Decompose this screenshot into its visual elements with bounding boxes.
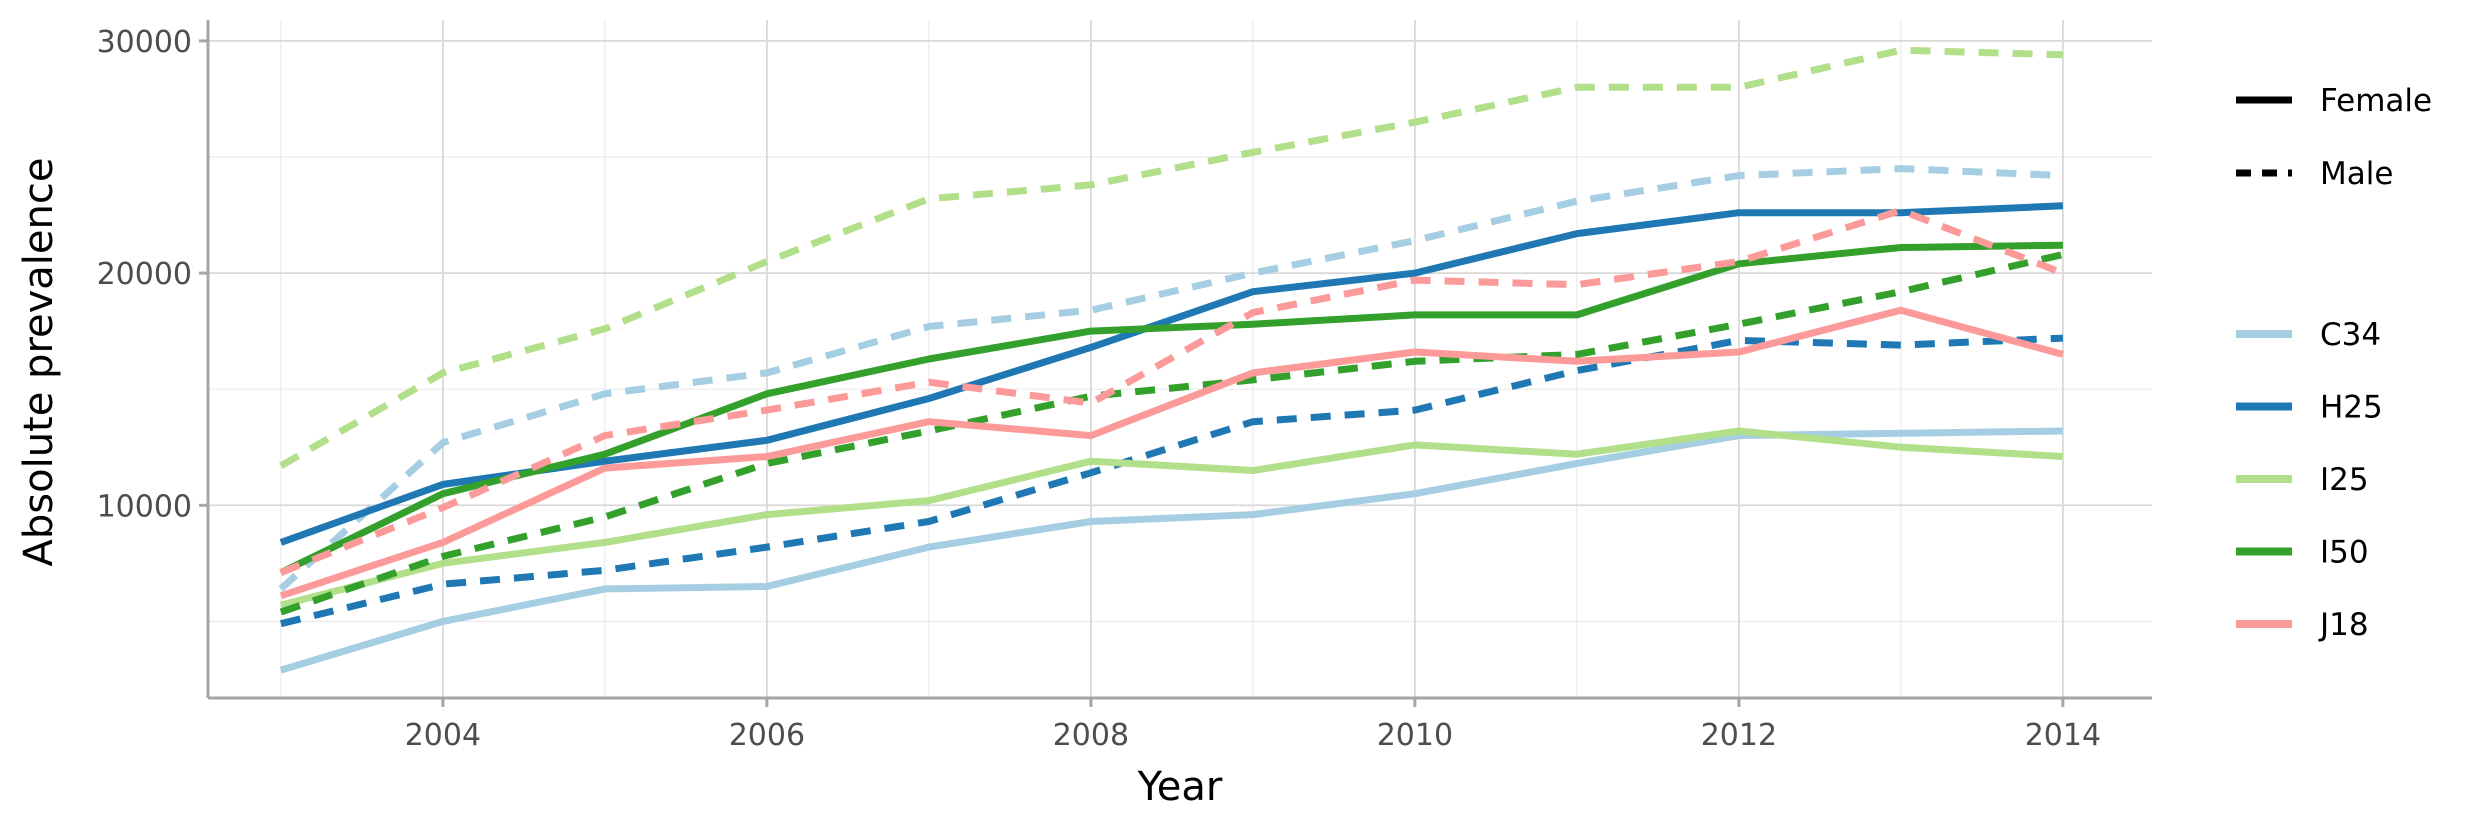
legend-linetype: Female Male — [2236, 83, 2432, 192]
series-line-i25-female — [280, 427, 2064, 609]
series-line-j18-male — [279, 206, 2065, 576]
legend-label-h25: H25 — [2320, 390, 2383, 426]
x-tick-label: 2014 — [2025, 718, 2101, 753]
x-tick-label: 2006 — [729, 718, 805, 753]
x-tick-label: 2010 — [1377, 718, 1453, 753]
series-line-i50-female — [279, 241, 2063, 576]
legend-label-female: Female — [2320, 83, 2432, 119]
series-line-h25-female — [279, 202, 2064, 546]
axes — [206, 20, 2152, 700]
series-line-c34-male — [278, 165, 2064, 592]
legend-label-male: Male — [2320, 156, 2393, 192]
x-tick-label: 2008 — [1053, 718, 1129, 753]
legend-label-i50: I50 — [2320, 535, 2369, 571]
x-tick-label: 2012 — [1701, 718, 1777, 753]
y-tick-label: 20000 — [97, 257, 192, 292]
x-tick-label: 2004 — [405, 718, 481, 753]
legend-color: C34 H25 I25 I50 J18 — [2236, 317, 2383, 643]
y-tick-label: 10000 — [97, 489, 192, 524]
x-axis-title: Year — [1137, 764, 1223, 810]
legend-label-c34: C34 — [2320, 317, 2381, 353]
series-line-i50-male — [279, 251, 2064, 616]
y-tick-label: 30000 — [97, 25, 192, 60]
x-axis-ticks: 2004 2006 2008 2010 2012 2014 — [405, 698, 2101, 753]
series-line-h25-male — [280, 334, 2064, 628]
series-lines — [278, 46, 2065, 674]
y-axis-title: Absolute prevalence — [16, 158, 62, 567]
legend-label-i25: I25 — [2320, 462, 2369, 498]
y-axis-ticks: 10000 20000 30000 — [97, 25, 208, 524]
legend-label-j18: J18 — [2318, 607, 2369, 643]
series-line-j18-female — [279, 306, 2064, 600]
